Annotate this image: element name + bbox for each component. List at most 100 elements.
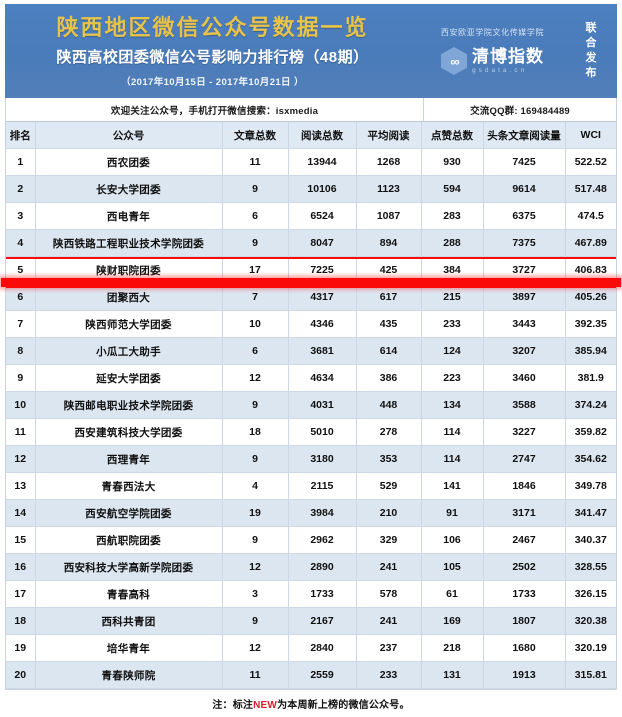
cell-reads: 2167 [288, 607, 357, 635]
cell-articles: 17 [222, 256, 289, 284]
cell-reads: 2115 [288, 472, 357, 500]
cell-top-reads: 7375 [483, 229, 566, 257]
cell-rank: 11 [6, 418, 36, 446]
table-header-row: 排名 公众号 文章总数 阅读总数 平均阅读 点赞总数 头条文章阅读量 WCI [6, 122, 616, 149]
cell-account: 延安大学团委 [35, 364, 223, 392]
cell-rank: 3 [6, 202, 36, 230]
cell-likes: 105 [421, 553, 484, 581]
cell-account: 西安航空学院团委 [35, 499, 223, 527]
cell-avg-reads: 241 [356, 607, 422, 635]
cell-likes: 215 [421, 283, 484, 311]
table-row: 4 陕西铁路工程职业技术学院团委 9 8047 894 288 7375 467.89 [6, 229, 616, 257]
table-row: 20 青春陕师院 11 2559 233 131 1913 315.81 [6, 661, 616, 689]
cell-account: 培华青年 [35, 634, 223, 662]
cell-account: 青春陕师院 [35, 661, 223, 689]
cell-reads: 4031 [288, 391, 357, 419]
cell-rank: 10 [6, 391, 36, 419]
cell-top-reads: 3588 [483, 391, 566, 419]
cell-top-reads: 3727 [483, 256, 566, 284]
table-row: 18 西科共青团 9 2167 241 169 1807 320.38 [6, 607, 616, 635]
table-row: 10 陕西邮电职业技术学院团委 9 4031 448 134 3588 374.24 [6, 391, 616, 419]
cooperator-label: 西安欧亚学院文化传媒学院 [440, 28, 545, 37]
cell-articles: 9 [222, 229, 289, 257]
table-row: 7 陕西师范大学团委 10 4346 435 233 3443 392.35 [6, 310, 616, 338]
cell-top-reads: 3460 [483, 364, 566, 392]
cell-reads: 7225 [288, 256, 357, 284]
ranking-table-wrapper: 排名 公众号 文章总数 阅读总数 平均阅读 点赞总数 头条文章阅读量 WCI 1… [1, 122, 621, 690]
cell-likes: 114 [421, 418, 484, 446]
cell-wci: 354.62 [565, 445, 616, 473]
cell-rank: 14 [6, 499, 36, 527]
cell-reads: 5010 [288, 418, 357, 446]
table-row: 14 西安航空学院团委 19 3984 210 91 3171 341.47 [6, 499, 616, 527]
cell-rank: 16 [6, 553, 36, 581]
col-header-account: 公众号 [35, 122, 223, 149]
cell-reads: 3681 [288, 337, 357, 365]
cell-avg-reads: 1087 [356, 202, 422, 230]
cell-reads: 3984 [288, 499, 357, 527]
notice-follow-text: 欢迎关注公众号，手机打开微信搜索：isxmedia [110, 105, 319, 117]
brand-name: 清博指数 [472, 46, 544, 66]
cell-account: 青春高科 [35, 580, 223, 608]
cell-top-reads: 3443 [483, 310, 566, 338]
publish-label-column: 联 合 发 布 [569, 4, 617, 98]
cell-wci: 392.35 [565, 310, 616, 338]
cell-avg-reads: 278 [356, 418, 422, 446]
cell-rank: 6 [6, 283, 36, 311]
cell-avg-reads: 237 [356, 634, 422, 662]
page-title: 陕西地区微信公众号数据一览 [56, 14, 369, 40]
cell-wci: 385.94 [565, 337, 616, 365]
table-row: 12 西理青年 9 3180 353 114 2747 354.62 [6, 445, 616, 473]
cell-top-reads: 3207 [483, 337, 566, 365]
cell-account: 西科共青团 [35, 607, 223, 635]
cell-top-reads: 3227 [483, 418, 566, 446]
cell-avg-reads: 448 [356, 391, 422, 419]
footer-note-new-badge: NEW [253, 700, 278, 711]
table-row: 5 陕财职院团委 17 7225 425 384 3727 406.83 [6, 256, 616, 284]
cell-reads: 3180 [288, 445, 357, 473]
col-header-wci: WCI [565, 122, 616, 149]
table-head: 排名 公众号 文章总数 阅读总数 平均阅读 点赞总数 头条文章阅读量 WCI [6, 122, 616, 149]
cell-rank: 19 [6, 634, 36, 662]
cell-account: 西安科技大学高新学院团委 [35, 553, 223, 581]
cell-wci: 474.5 [565, 202, 616, 230]
cell-avg-reads: 1268 [356, 148, 422, 176]
cell-top-reads: 2747 [483, 445, 566, 473]
cell-articles: 9 [222, 607, 289, 635]
cell-account: 陕西师范大学团委 [35, 310, 223, 338]
cell-wci: 315.81 [565, 661, 616, 689]
cell-likes: 141 [421, 472, 484, 500]
cell-avg-reads: 894 [356, 229, 422, 257]
date-range: （2017年10月15日 - 2017年10月21日 ） [121, 77, 304, 89]
cell-avg-reads: 1123 [356, 175, 422, 203]
cell-wci: 341.47 [565, 499, 616, 527]
cell-reads: 10106 [288, 175, 357, 203]
cell-account: 青春西法大 [35, 472, 223, 500]
table-row: 16 西安科技大学高新学院团委 12 2890 241 105 2502 328.55 [6, 553, 616, 581]
cell-avg-reads: 353 [356, 445, 422, 473]
cell-rank: 20 [6, 661, 36, 689]
cell-top-reads: 2467 [483, 526, 566, 554]
infinity-glyph: ∞ [450, 53, 459, 69]
cell-account: 西电青年 [35, 202, 223, 230]
cell-articles: 6 [222, 337, 289, 365]
cell-wci: 359.82 [565, 418, 616, 446]
cell-likes: 223 [421, 364, 484, 392]
infinity-hexagon-icon: ∞ [441, 47, 467, 75]
cell-likes: 169 [421, 607, 484, 635]
cell-likes: 384 [421, 256, 484, 284]
cell-likes: 594 [421, 175, 484, 203]
page-subtitle: 陕西高校团委微信公号影响力排行榜（48期） [56, 49, 369, 67]
cell-rank: 9 [6, 364, 36, 392]
cell-rank: 18 [6, 607, 36, 635]
cell-avg-reads: 386 [356, 364, 422, 392]
cell-wci: 320.38 [565, 607, 616, 635]
cell-top-reads: 7425 [483, 148, 566, 176]
cell-top-reads: 3897 [483, 283, 566, 311]
cell-rank: 2 [6, 175, 36, 203]
footer-note: 注：标注NEW为本周新上榜的微信公众号。 [212, 696, 409, 711]
cell-articles: 9 [222, 445, 289, 473]
cell-wci: 406.83 [565, 256, 616, 284]
cell-account: 陕西邮电职业技术学院团委 [35, 391, 223, 419]
cell-reads: 2890 [288, 553, 357, 581]
